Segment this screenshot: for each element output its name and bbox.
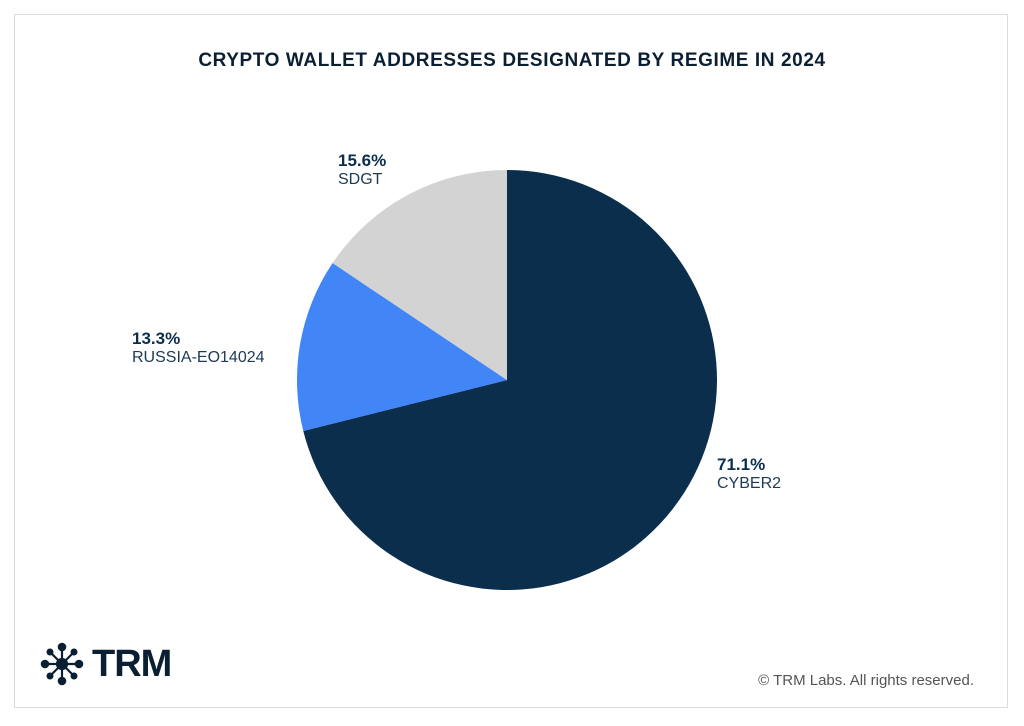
chart-title: CRYPTO WALLET ADDRESSES DESIGNATED BY RE… <box>198 50 826 71</box>
slice-percent: 13.3% <box>132 329 181 348</box>
pie-slice-cyber2 <box>303 170 717 590</box>
slice-name: CYBER2 <box>717 475 782 492</box>
pie-slice-sdgt <box>332 170 507 380</box>
slice-label-cyber2: 71.1% CYBER2 <box>717 455 781 493</box>
trm-logo: TRM <box>40 642 172 686</box>
slice-label-sdgt: 15.6% SDGT <box>338 151 386 189</box>
pie-slice-russia-eo14024 <box>296 263 507 431</box>
copyright: © TRM Labs. All rights reserved. <box>758 672 974 689</box>
chart-frame <box>14 14 1008 708</box>
logo-text: TRM <box>92 642 172 685</box>
slice-percent: 71.1% <box>717 455 766 474</box>
slice-percent: 15.6% <box>338 151 387 170</box>
slice-label-russia: 13.3% RUSSIA-EO14024 <box>132 329 265 367</box>
slice-name: SDGT <box>338 171 383 188</box>
slice-name: RUSSIA-EO14024 <box>132 349 265 366</box>
network-node-icon <box>40 642 84 686</box>
